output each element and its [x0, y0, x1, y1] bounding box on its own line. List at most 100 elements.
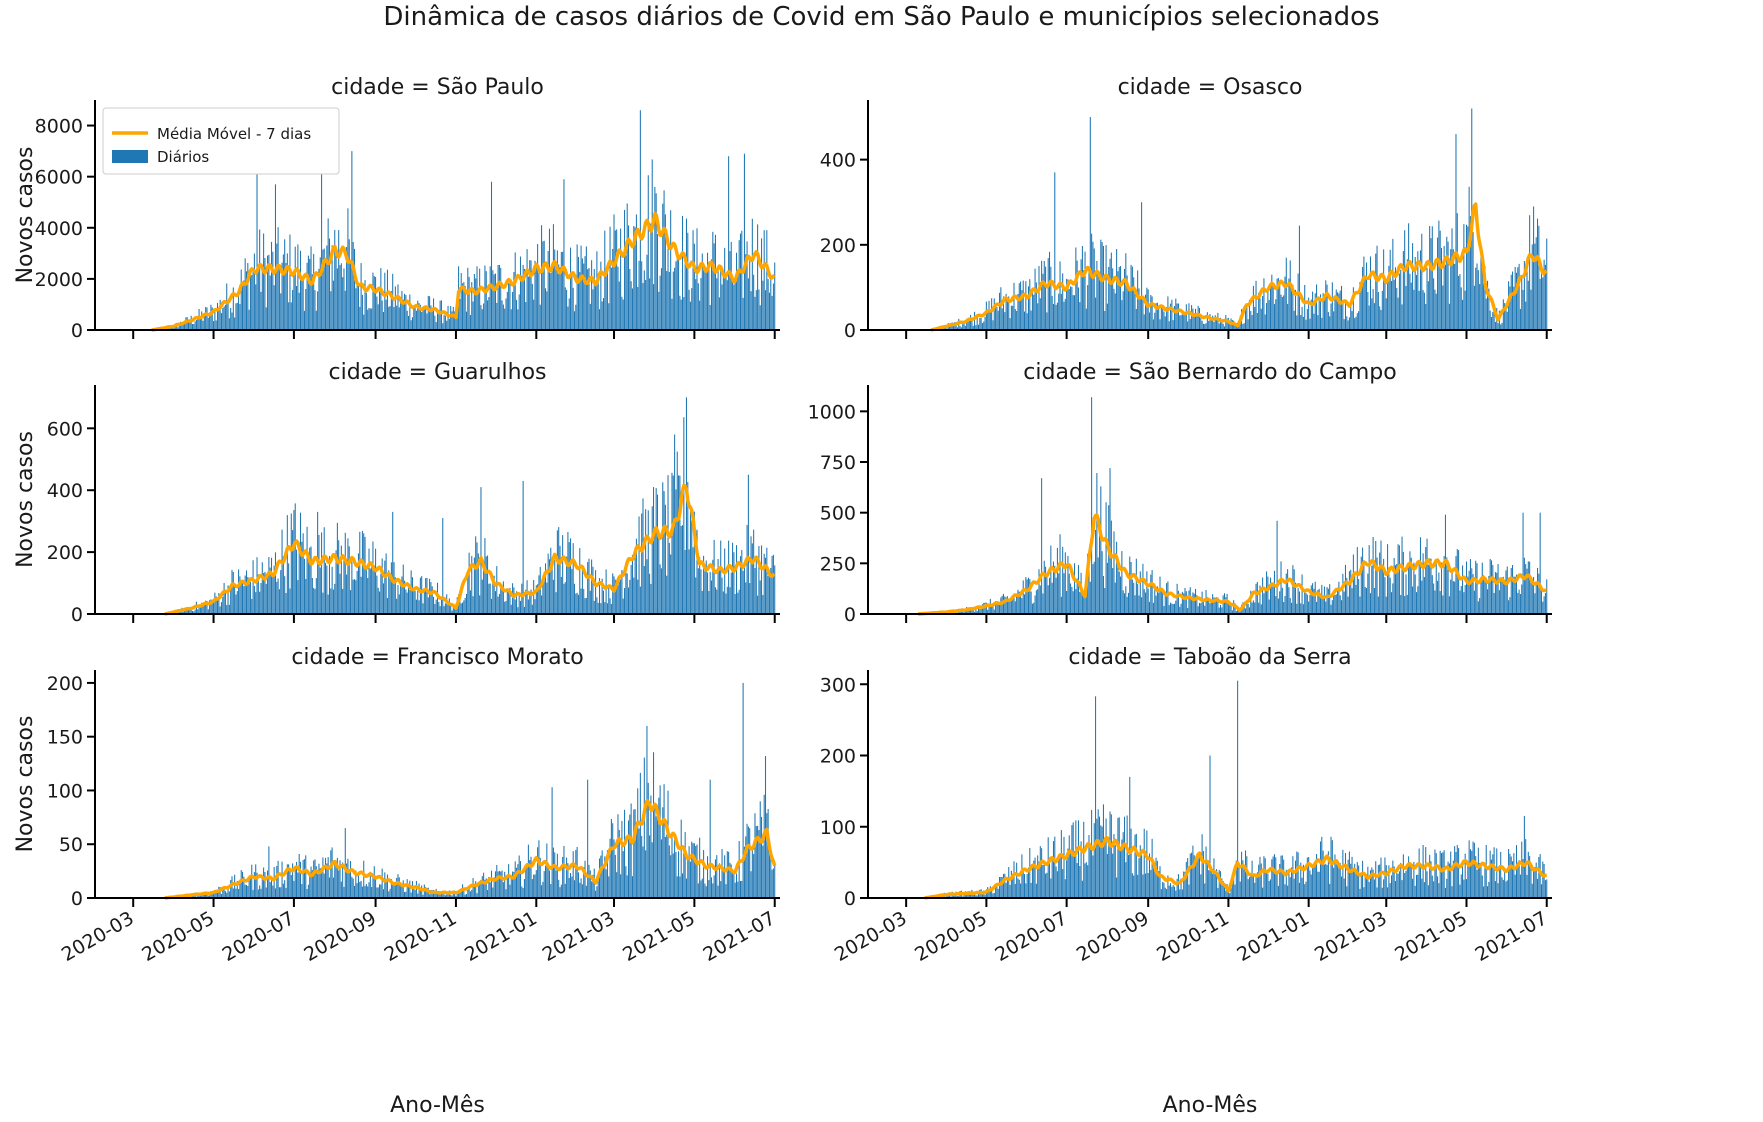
daily-bar	[1180, 315, 1182, 330]
daily-bar	[334, 583, 336, 614]
daily-bar	[226, 604, 228, 614]
daily-bar	[347, 208, 349, 330]
daily-bar	[1343, 319, 1345, 330]
daily-bar	[1542, 861, 1544, 898]
daily-bar	[1481, 267, 1483, 330]
daily-bar	[1118, 571, 1120, 614]
daily-bar	[413, 888, 415, 898]
daily-bar	[608, 587, 610, 614]
daily-bar	[393, 307, 395, 330]
daily-bar	[1268, 880, 1270, 898]
daily-bar	[259, 885, 261, 898]
daily-bar	[626, 875, 628, 898]
daily-bar	[646, 254, 648, 330]
daily-bar	[294, 246, 296, 330]
daily-bar	[1293, 310, 1295, 330]
daily-bar	[609, 226, 611, 330]
daily-bar	[1392, 860, 1394, 898]
daily-bar	[1076, 578, 1078, 614]
daily-bar	[738, 240, 740, 330]
daily-bar	[599, 309, 601, 330]
daily-bar	[417, 300, 419, 330]
daily-bar	[240, 870, 242, 898]
daily-bar	[1538, 857, 1540, 898]
daily-bar	[409, 880, 411, 898]
daily-bar	[211, 307, 213, 330]
daily-bar	[755, 290, 757, 330]
daily-bar	[1131, 266, 1133, 330]
daily-bar	[1133, 582, 1135, 614]
daily-bar	[1201, 834, 1203, 898]
daily-bar	[1102, 245, 1104, 330]
daily-bar	[1116, 877, 1118, 898]
daily-bar	[1393, 279, 1395, 330]
daily-bar	[492, 576, 494, 614]
daily-bar	[1423, 882, 1425, 898]
daily-bar	[1196, 595, 1198, 614]
daily-bar	[1075, 247, 1077, 330]
daily-bar	[1173, 603, 1176, 614]
daily-bar	[332, 589, 334, 614]
daily-bar	[1526, 874, 1528, 898]
daily-bar	[741, 230, 743, 330]
daily-bar	[580, 588, 582, 614]
daily-bar	[1527, 561, 1529, 614]
daily-bar	[1041, 478, 1043, 614]
daily-bar	[1244, 307, 1247, 330]
daily-bar	[620, 874, 622, 898]
daily-bar	[1225, 890, 1227, 898]
daily-bar	[570, 247, 572, 330]
daily-bar	[1430, 558, 1432, 614]
daily-bar	[1204, 605, 1206, 614]
daily-bar	[215, 320, 217, 330]
daily-bar	[516, 867, 518, 898]
daily-bar	[576, 244, 578, 330]
daily-bar	[1280, 855, 1282, 898]
daily-bar	[1385, 298, 1387, 330]
daily-bar	[975, 325, 977, 330]
daily-bar	[1252, 285, 1254, 330]
daily-bar	[227, 302, 229, 330]
daily-bar	[228, 604, 230, 614]
daily-bar	[1122, 590, 1124, 614]
daily-bar	[774, 565, 776, 614]
daily-bar	[288, 864, 290, 898]
daily-bar	[639, 586, 641, 614]
daily-bar	[1269, 879, 1272, 898]
daily-bar	[294, 503, 296, 614]
daily-bar	[518, 593, 520, 614]
daily-bar	[434, 892, 436, 898]
daily-bar	[284, 880, 286, 898]
daily-bar	[1198, 857, 1201, 898]
daily-bar	[1246, 304, 1248, 330]
daily-bar	[754, 813, 756, 898]
daily-bar	[501, 300, 503, 330]
daily-bar	[325, 857, 327, 898]
daily-bar	[1168, 885, 1170, 898]
daily-bar	[348, 546, 350, 614]
daily-bar	[1523, 261, 1525, 330]
daily-bar	[700, 880, 702, 898]
daily-bar	[1535, 583, 1537, 614]
moving-average-line	[930, 202, 1548, 332]
daily-bar	[270, 241, 273, 330]
daily-bar	[1226, 318, 1228, 330]
daily-bar	[290, 302, 292, 330]
daily-bar	[335, 255, 337, 330]
daily-bar	[1255, 583, 1257, 614]
daily-bar	[1183, 593, 1185, 614]
daily-bar	[1543, 259, 1545, 330]
daily-bar	[1422, 290, 1424, 330]
daily-bar	[595, 280, 597, 330]
daily-bar	[612, 823, 614, 898]
daily-bar	[1521, 841, 1523, 898]
daily-bar	[422, 309, 424, 330]
daily-bar	[1064, 298, 1066, 330]
daily-bar	[651, 842, 653, 898]
daily-bar	[1080, 259, 1082, 330]
daily-bar	[734, 882, 736, 898]
daily-bar	[1390, 875, 1393, 898]
daily-bar	[1540, 268, 1543, 330]
daily-bar	[1185, 304, 1187, 330]
daily-bar	[1275, 857, 1277, 898]
